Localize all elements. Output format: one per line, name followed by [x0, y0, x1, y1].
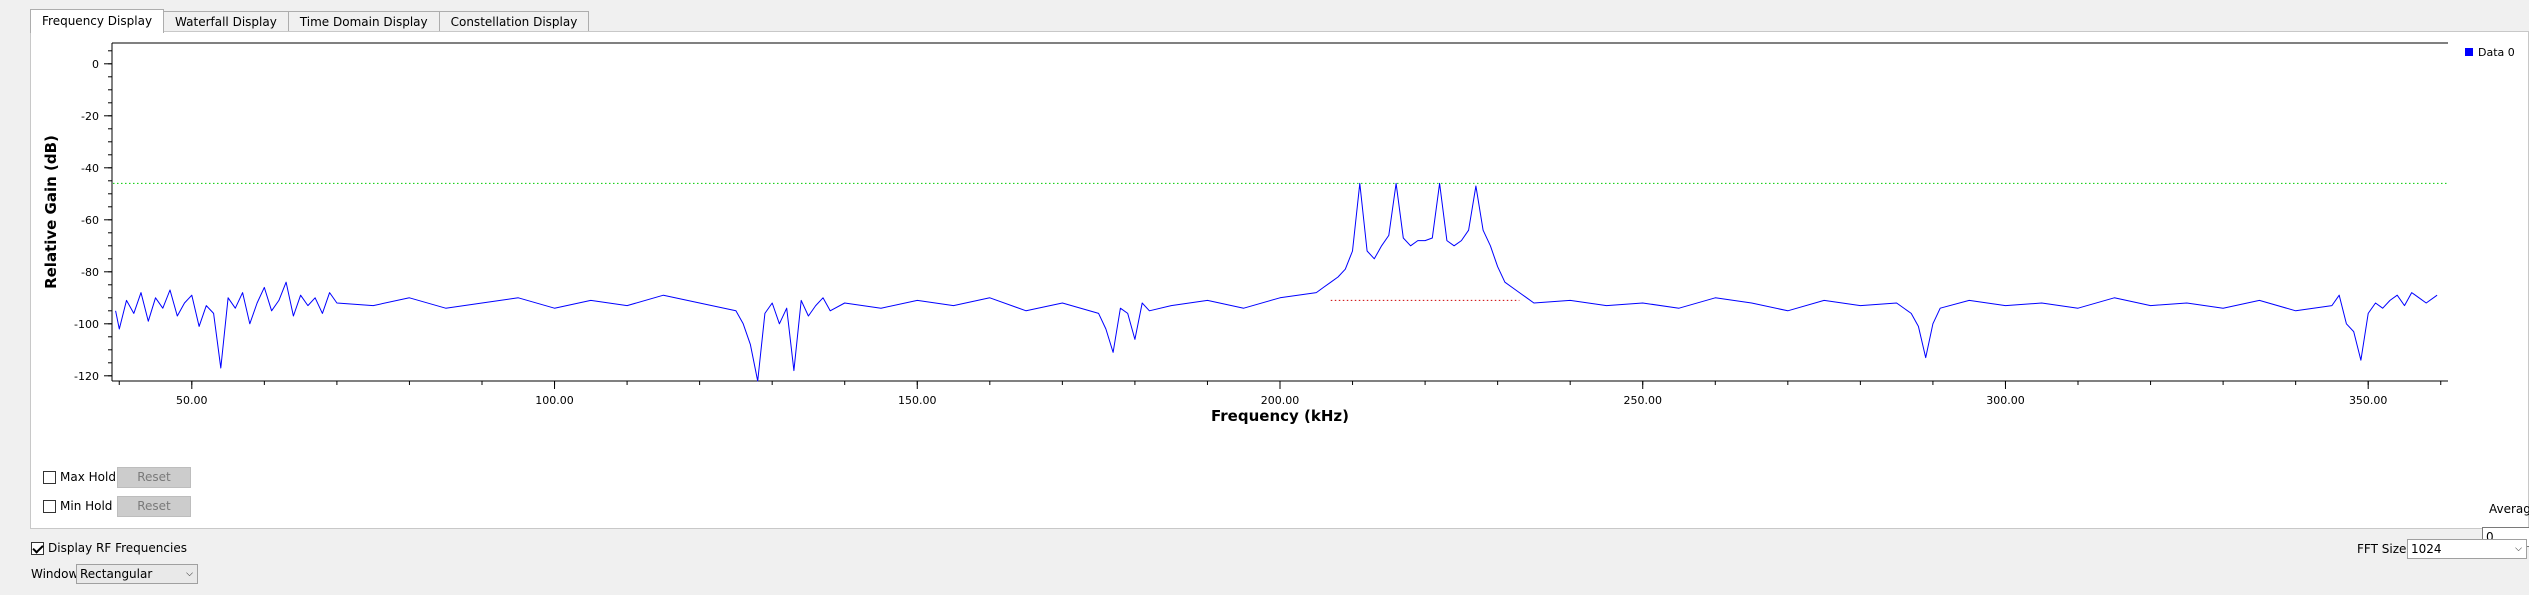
average-value: 0 — [2486, 530, 2494, 544]
frequency-display-panel: 0 -20 -40 -60 -80 -100 -120 50.00 100.00 150.00 20… — [30, 31, 2529, 547]
min-hold-label: Min Hold — [60, 499, 113, 513]
series-line-0 — [115, 182, 2438, 382]
tab-waterfall-display[interactable]: Waterfall Display — [163, 11, 289, 32]
x-tick-label: 150.00 — [898, 394, 937, 407]
legend-swatch — [2465, 48, 2473, 56]
display-rf-checkbox[interactable] — [31, 541, 44, 555]
min-hold-checkbox[interactable] — [43, 499, 56, 513]
x-tick-label: 250.00 — [1623, 394, 1662, 407]
y-tick-label: -20 — [81, 110, 99, 123]
max-hold-reset-button[interactable]: Reset — [117, 467, 191, 488]
y-tick-label: -40 — [81, 162, 99, 175]
legend-label: Data 0 — [2478, 46, 2515, 59]
max-hold-row: Max Hold — [43, 470, 116, 484]
x-tick-label: 300.00 — [1986, 394, 2025, 407]
max-hold-label: Max Hold — [60, 470, 116, 484]
max-hold-checkbox[interactable] — [43, 470, 56, 484]
window-label: Window: — [31, 567, 82, 581]
y-tick-label: -80 — [81, 266, 99, 279]
frequency-plot: 0 -20 -40 -60 -80 -100 -120 50.00 100.00 150.00 20… — [42, 42, 2515, 425]
fft-size-select[interactable]: 1024 ⌵ — [2407, 539, 2527, 559]
y-tick-label: -60 — [81, 214, 99, 227]
plot-area — [112, 43, 2448, 381]
average-label: Average — [2489, 502, 2529, 516]
min-hold-row: Min Hold — [43, 499, 112, 513]
x-tick-label: 350.00 — [2349, 394, 2388, 407]
chevron-down-icon: ⌵ — [186, 569, 193, 579]
y-tick-label: -120 — [74, 370, 99, 383]
min-hold-reset-button[interactable]: Reset — [117, 496, 191, 517]
x-tick-label: 100.00 — [535, 394, 574, 407]
y-tick-label: -100 — [74, 318, 99, 331]
x-tick-label: 50.00 — [176, 394, 208, 407]
window-value: Rectangular — [80, 567, 153, 581]
display-rf-label: Display RF Frequencies — [48, 541, 187, 555]
tab-frequency-display[interactable]: Frequency Display — [30, 9, 165, 33]
y-tick-label: 0 — [92, 58, 99, 71]
display-rf-row: Display RF Frequencies — [31, 541, 187, 555]
fft-size-value: 1024 — [2411, 542, 2442, 556]
tab-constellation-display[interactable]: Constellation Display — [438, 11, 590, 32]
window-select[interactable]: Rectangular ⌵ — [76, 564, 198, 584]
chevron-down-icon: ⌵ — [2515, 544, 2522, 554]
x-tick-label: 200.00 — [1261, 394, 1300, 407]
tab-time-domain-display[interactable]: Time Domain Display — [287, 11, 440, 32]
y-axis-label: Relative Gain (dB) — [42, 135, 60, 289]
x-axis-label: Frequency (kHz) — [1211, 407, 1349, 425]
fft-size-label: FFT Size: — [2357, 542, 2411, 556]
tab-bar: Frequency Display Waterfall Display Time… — [30, 9, 590, 33]
